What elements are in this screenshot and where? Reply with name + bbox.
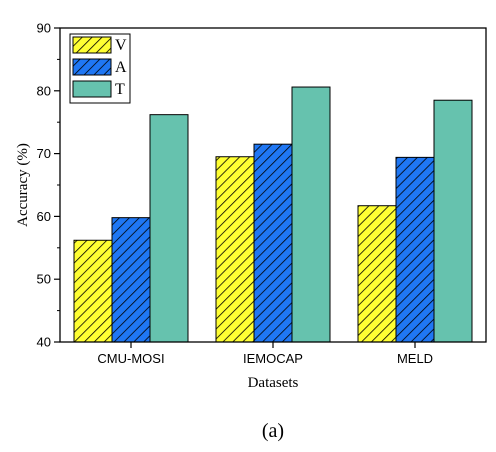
y-tick-label: 40 [37, 335, 51, 350]
y-tick-label: 90 [37, 21, 51, 36]
bar-t-cmu-mosi [149, 114, 189, 343]
legend-swatch-a [72, 58, 112, 76]
y-tick-label: 80 [37, 83, 51, 98]
x-axis-title: Datasets [248, 375, 299, 391]
legend-label-a: A [115, 59, 127, 76]
y-axis: 40 50 60 70 80 90 [37, 21, 60, 350]
bar-v-cmu-mosi [73, 239, 113, 343]
bar-a-iemocap [253, 143, 293, 343]
bar-v-meld [357, 205, 397, 343]
legend-swatch-t [72, 80, 112, 98]
x-tick-label: CMU-MOSI [97, 351, 164, 366]
bar-t-iemocap [291, 86, 331, 343]
legend-label-v: V [115, 37, 127, 54]
bar-t-meld [433, 99, 473, 343]
x-axis: CMU-MOSI IEMOCAP MELD [97, 342, 433, 366]
bars-group [73, 86, 473, 343]
y-tick-label: 50 [37, 272, 51, 287]
bar-a-cmu-mosi [111, 217, 151, 343]
bar-a-meld [395, 156, 435, 343]
y-tick-label: 60 [37, 209, 51, 224]
legend-swatch-v [72, 36, 112, 54]
y-axis-title: Accuracy (%) [15, 143, 31, 227]
x-tick-label: IEMOCAP [243, 351, 303, 366]
bar-v-iemocap [215, 156, 255, 343]
figure-caption: (a) [262, 420, 284, 442]
x-tick-label: MELD [397, 351, 433, 366]
legend-label-t: T [115, 81, 125, 98]
y-tick-label: 70 [37, 146, 51, 161]
legend: VAT [69, 33, 131, 104]
